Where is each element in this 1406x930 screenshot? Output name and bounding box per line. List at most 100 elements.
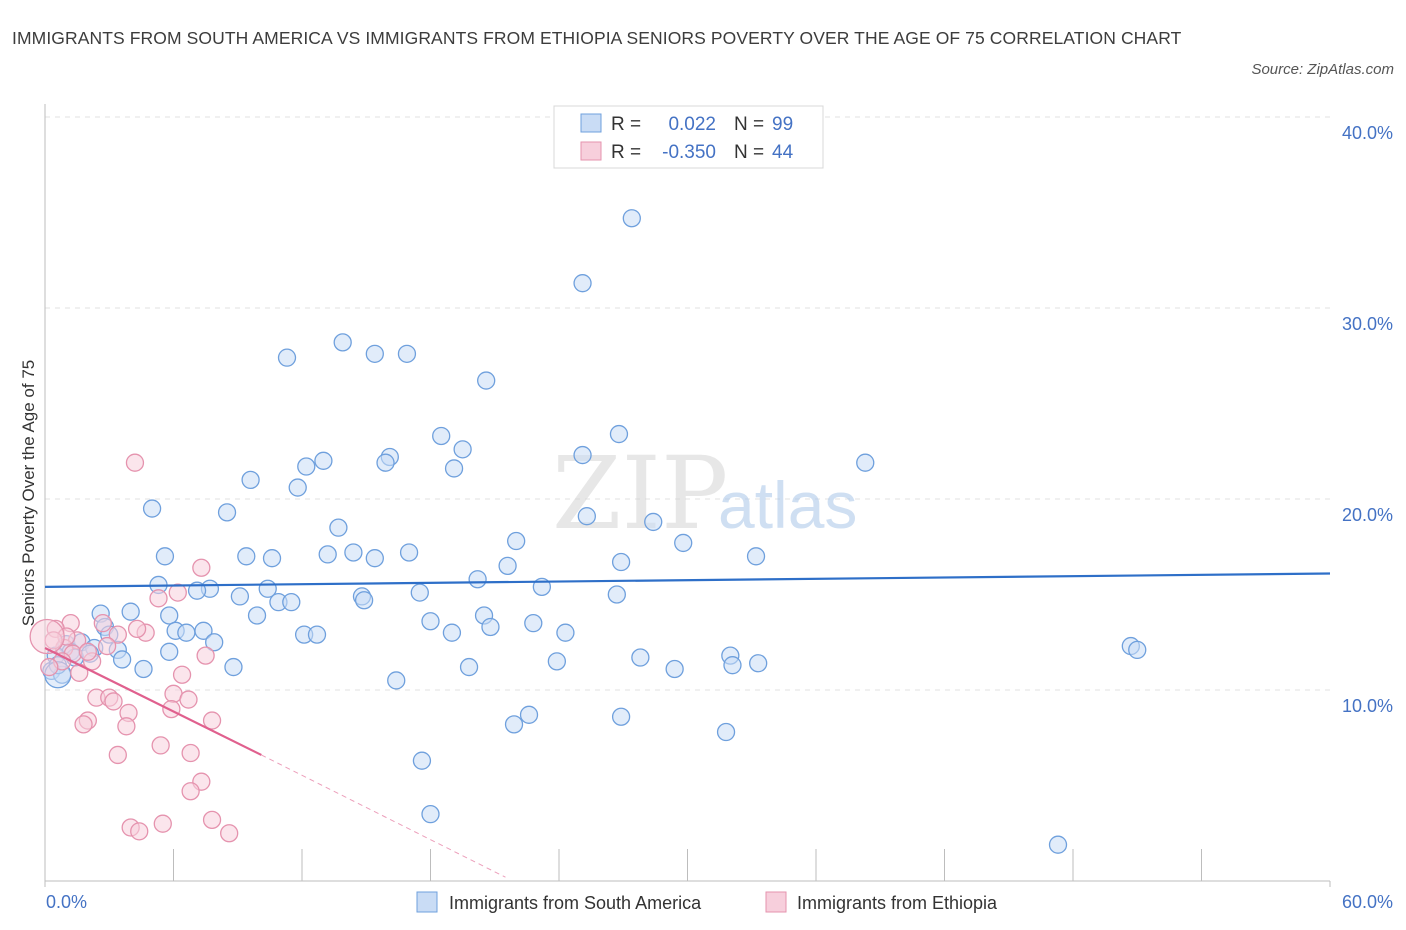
south-america-point-82: [224, 657, 243, 677]
ethiopia-point-2: [168, 583, 187, 602]
south-america-point-0: [622, 209, 641, 228]
y-tick-label-0: 10.0%: [1342, 696, 1393, 716]
ethiopia-point-20: [162, 699, 181, 719]
ethiopia-point-3: [149, 589, 168, 608]
chart-title: IMMIGRANTS FROM SOUTH AMERICA VS IMMIGRA…: [12, 28, 1182, 48]
south-america-point-52: [160, 606, 179, 625]
ethiopia-point-24: [74, 715, 93, 734]
south-america-point-11: [573, 445, 592, 465]
x-tick-label-0: 0.0%: [46, 892, 87, 912]
south-america-point-21: [577, 507, 596, 526]
south-america-point-89: [387, 671, 406, 690]
ethiopia-point-39: [78, 642, 97, 661]
bottom-legend-label-south-america: Immigrants from South America: [449, 893, 702, 913]
bottom-legend: Immigrants from South America Immigrants…: [416, 891, 998, 913]
south-america-point-35: [746, 547, 766, 566]
south-america-point-24: [507, 531, 526, 551]
y-axis-label: Seniors Poverty Over the Age of 75: [19, 360, 38, 626]
legend: R = 0.022 N = 99 R = -0.350 N = 44: [553, 105, 824, 169]
south-america-point-13: [297, 457, 316, 476]
south-america-point-64: [442, 623, 462, 642]
south-america-point-86: [749, 654, 768, 673]
south-america-point-57: [481, 617, 500, 637]
ethiopia-point-28: [108, 745, 127, 765]
ethiopia-point-0: [125, 453, 145, 472]
south-america-point-17: [241, 470, 260, 490]
ethiopia-large-point-0: [29, 618, 65, 655]
south-america-point-77: [112, 650, 132, 669]
south-america-point-25: [674, 533, 693, 553]
south-america-point-29: [237, 547, 256, 566]
ethiopia-point-18: [179, 690, 198, 709]
ethiopia-point-14: [172, 665, 192, 684]
south-america-point-44: [410, 583, 429, 602]
south-america-point-32: [365, 549, 384, 568]
south-america-point-19: [142, 499, 162, 518]
south-america-point-9: [453, 440, 472, 459]
ethiopia-trend-line: [44, 646, 262, 756]
legend-r-value-1: -0.350: [662, 142, 716, 163]
south-america-point-18: [288, 478, 307, 497]
south-america-point-48: [354, 591, 374, 610]
south-america-point-71: [205, 633, 224, 652]
ethiopia-point-30: [181, 782, 200, 801]
south-america-point-96: [1048, 835, 1068, 854]
watermark: ZIP atlas: [552, 435, 857, 552]
legend-r-label-0: R =: [611, 114, 641, 135]
ethiopia-point-33: [153, 814, 172, 833]
south-america-point-47: [282, 592, 301, 612]
ethiopia-point-12: [196, 646, 215, 665]
ethiopia-point-10: [97, 636, 117, 656]
south-america-point-16: [856, 453, 875, 472]
south-america-point-45: [607, 585, 626, 604]
south-america-point-55: [524, 614, 543, 633]
legend-n-value-0: 99: [772, 114, 793, 135]
ethiopia-point-42: [40, 657, 59, 677]
axes: [44, 104, 1331, 887]
ethiopia-point-25: [117, 717, 136, 736]
ethiopia-point-23: [202, 711, 222, 730]
ethiopia-point-1: [192, 558, 211, 577]
south-america-point-33: [611, 552, 631, 572]
south-america-point-81: [134, 659, 153, 679]
south-america-point-51: [247, 606, 267, 625]
south-america-point-90: [519, 705, 539, 724]
south-america-point-83: [459, 657, 479, 677]
bottom-legend-label-ethiopia: Immigrants from Ethiopia: [797, 893, 998, 913]
south-america-point-79: [631, 648, 650, 667]
south-america-point-41: [187, 581, 207, 600]
tick-labels: 10.0% 20.0% 30.0% 40.0% 0.0% 60.0%: [46, 123, 1393, 912]
south-america-point-34: [498, 556, 517, 575]
south-america-point-31: [155, 547, 175, 566]
south-america-point-6: [477, 371, 496, 390]
south-america-point-1: [573, 274, 592, 293]
legend-n-value-1: 44: [772, 142, 794, 163]
south-america-point-91: [504, 715, 524, 734]
legend-swatch-south-america: [580, 113, 602, 133]
south-america-point-78: [547, 652, 567, 671]
south-america-point-84: [665, 659, 684, 679]
y-tick-label-1: 20.0%: [1342, 505, 1393, 525]
south-america-point-3: [365, 344, 384, 363]
south-america-point-12: [314, 451, 333, 470]
south-america-point-2: [333, 333, 352, 352]
ethiopia-point-19: [104, 692, 123, 711]
ethiopia-point-5: [93, 614, 112, 633]
ethiopia-point-35: [220, 824, 239, 843]
south-america-point-70: [160, 642, 179, 661]
series-ethiopia-points: [29, 453, 239, 843]
ethiopia-point-40: [127, 619, 147, 639]
watermark-atlas: atlas: [718, 468, 857, 542]
bottom-legend-swatch-south-america: [416, 891, 438, 913]
south-america-trend-line: [44, 572, 1331, 588]
legend-n-label-0: N =: [734, 114, 764, 135]
ethiopia-point-8: [108, 625, 127, 644]
south-america-point-95: [421, 805, 440, 824]
south-america-point-27: [399, 543, 419, 562]
bottom-legend-swatch-ethiopia: [765, 891, 787, 913]
south-america-point-85: [723, 656, 742, 675]
south-america-point-94: [412, 751, 432, 770]
south-america-point-26: [344, 543, 363, 562]
south-america-point-93: [716, 722, 736, 742]
